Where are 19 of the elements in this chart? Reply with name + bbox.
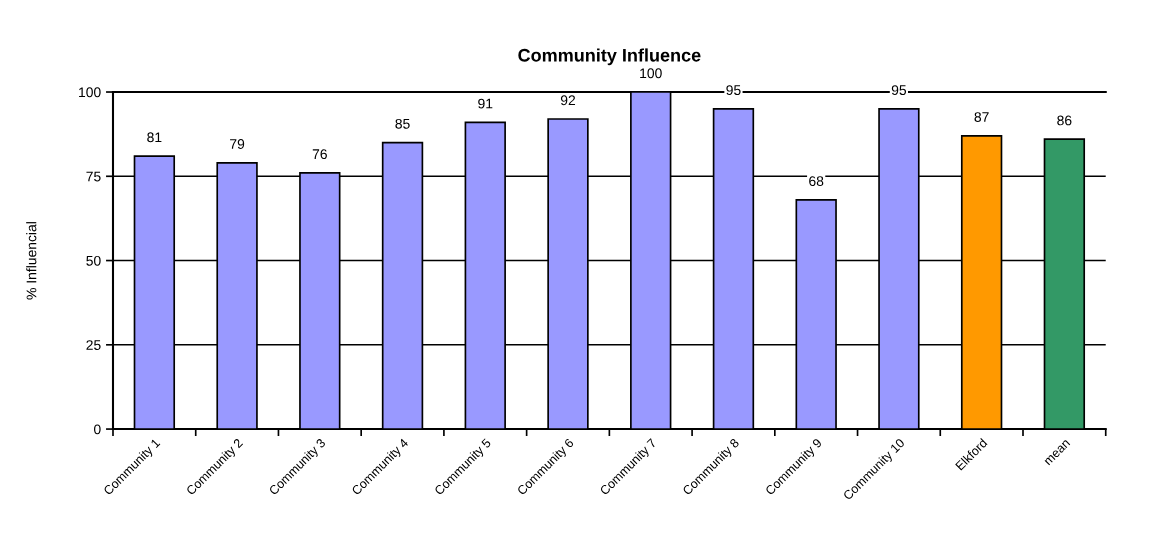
data-label: 95 (891, 85, 907, 96)
data-label: 91 (478, 98, 493, 109)
y-axis-title: % Influencial (26, 222, 37, 300)
data-label: 79 (230, 139, 245, 149)
y-tick-label: 50 (86, 255, 101, 266)
y-tick-label: 75 (86, 171, 101, 182)
y-tick-label: 100 (79, 87, 101, 98)
data-label: 87 (974, 112, 989, 122)
data-label: 86 (1057, 115, 1072, 126)
y-tick-label: 0 (94, 424, 101, 435)
data-label: 100 (640, 68, 662, 79)
data-label: 81 (147, 132, 162, 143)
data-label: 95 (726, 85, 741, 96)
chart-title: Community Influence (518, 48, 701, 66)
y-tick-label: 25 (86, 340, 101, 350)
data-label: 92 (560, 95, 576, 106)
data-label: 68 (809, 176, 824, 187)
data-label: 76 (312, 149, 327, 160)
data-label: 85 (395, 118, 410, 129)
